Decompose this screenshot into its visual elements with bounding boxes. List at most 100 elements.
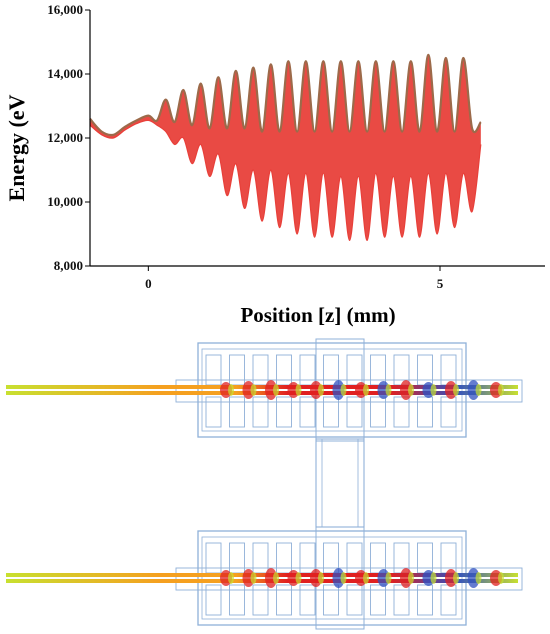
electron-bunch-halo: [273, 572, 279, 584]
electron-bunch: [400, 380, 412, 400]
housing-frame: [197, 530, 467, 626]
electron-bunch: [445, 569, 457, 587]
vane-lower: [276, 584, 292, 616]
electron-bunch-halo: [475, 572, 482, 584]
vane-lower: [323, 396, 339, 428]
electron-bunch: [467, 568, 480, 588]
housing-inner-frame: [201, 536, 463, 620]
housing-frame: [197, 342, 467, 438]
electron-bunch-halo: [250, 384, 257, 396]
electron-bunch-halo: [453, 384, 459, 396]
electron-bunch-halo: [228, 572, 234, 584]
vane-lower: [393, 396, 410, 428]
electron-bunch-halo: [385, 572, 392, 584]
vane-lower: [205, 396, 222, 428]
vane-lower: [205, 584, 222, 616]
vane-upper: [229, 542, 245, 574]
vane-upper: [252, 354, 269, 386]
connector-outer: [315, 438, 365, 528]
electron-bunch: [310, 381, 322, 399]
vane-lower: [252, 396, 269, 428]
vane-upper: [299, 354, 316, 386]
simulation-panel-top: [6, 338, 523, 442]
electron-beam-2: [6, 579, 518, 583]
electron-bunch: [310, 569, 322, 587]
electron-bunch-halo: [430, 384, 437, 396]
electron-bunch: [242, 381, 255, 399]
vane-lower: [299, 584, 316, 616]
vane-lower: [252, 584, 269, 616]
electron-bunch-halo: [385, 384, 392, 396]
vane-upper: [346, 542, 363, 574]
electron-beam-2: [6, 391, 518, 395]
electron-bunch: [265, 568, 277, 588]
electron-bunch: [377, 569, 390, 587]
y-tick-label: 12,000: [47, 130, 83, 145]
electron-bunch-halo: [295, 384, 302, 396]
energy-band: [90, 54, 481, 241]
y-ticks: 8,000 10,000 12,000 14,000 16,000: [47, 2, 90, 273]
vane-lower: [323, 584, 339, 616]
vane-upper: [205, 542, 222, 574]
vane-lower: [417, 396, 433, 428]
y-tick-label: 16,000: [47, 2, 83, 17]
electron-bunch-halo: [498, 572, 504, 584]
y-tick-label: 8,000: [54, 258, 83, 273]
electron-bunch-halo: [318, 384, 324, 396]
electron-bunch-halo: [453, 572, 459, 584]
simulation-panel-bottom: [6, 526, 523, 630]
electron-bunch-halo: [340, 572, 347, 584]
vane-upper: [346, 354, 363, 386]
vane-upper: [299, 542, 316, 574]
vane-lower: [370, 584, 386, 616]
vane-lower: [229, 396, 245, 428]
connector-inner: [321, 438, 359, 528]
vane-upper: [440, 542, 457, 574]
electron-bunch: [242, 569, 255, 587]
electron-bunch-halo: [363, 384, 369, 396]
y-tick-label: 14,000: [47, 66, 83, 81]
vane-lower: [393, 584, 410, 616]
vane-lower: [440, 584, 457, 616]
vane-upper: [417, 354, 433, 386]
vane-upper: [440, 354, 457, 386]
vane-upper: [205, 354, 222, 386]
electron-bunch: [377, 381, 390, 399]
vane-upper: [323, 354, 339, 386]
vane-upper: [252, 542, 269, 574]
y-axis-title: Energy (eV: [4, 94, 29, 201]
vane-upper: [229, 354, 245, 386]
electron-bunch-halo: [228, 384, 234, 396]
x-axis-title: Position [z] (mm): [240, 303, 395, 327]
electron-bunch-halo: [430, 572, 437, 584]
electron-bunch: [467, 380, 480, 400]
vane-upper: [370, 542, 386, 574]
electron-bunch-halo: [273, 384, 279, 396]
electron-beam-1: [6, 573, 518, 577]
vane-upper: [417, 542, 433, 574]
vane-lower: [440, 396, 457, 428]
electron-bunch-halo: [295, 572, 302, 584]
vane-upper: [370, 354, 386, 386]
electron-bunch-halo: [408, 384, 414, 396]
electron-beam-1: [6, 385, 518, 389]
vane-lower: [346, 584, 363, 616]
vane-lower: [346, 396, 363, 428]
electron-bunch: [332, 568, 345, 588]
y-tick-label: 10,000: [47, 194, 83, 209]
housing-inner-frame: [201, 348, 463, 432]
energy-lower-line: [89, 119, 482, 242]
electron-bunch: [332, 380, 345, 400]
x-tick-label: 0: [145, 276, 152, 291]
electron-bunch-halo: [498, 384, 504, 396]
electron-bunch-halo: [250, 572, 257, 584]
electron-bunch: [265, 380, 277, 400]
beam-simulation-panels: [6, 338, 523, 630]
vane-lower: [299, 396, 316, 428]
energy-upper-line: [89, 53, 482, 137]
vane-upper: [276, 354, 292, 386]
electron-bunch-halo: [408, 572, 414, 584]
vane-lower: [276, 396, 292, 428]
